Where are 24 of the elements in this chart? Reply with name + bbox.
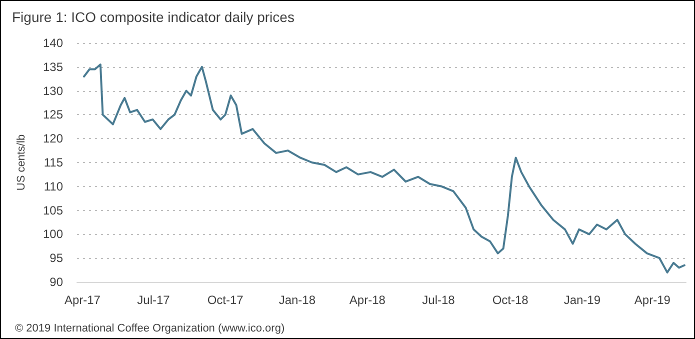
x-tick-label: Apr-17 [64, 293, 101, 307]
x-tick-label: Apr-19 [634, 293, 671, 307]
y-tick-label: 130 [42, 84, 64, 98]
x-tick-label: Oct-17 [207, 293, 244, 307]
x-tick-label: Oct-18 [492, 293, 529, 307]
x-tick-label: Jul-18 [422, 293, 456, 307]
y-tick-label: 95 [50, 251, 64, 266]
text: © 2019 International Coffee Organization (www.ico.org) [15, 322, 285, 334]
x-tick-label: Jul-17 [137, 293, 170, 307]
y-tick-label: 90 [50, 275, 64, 289]
y-tick-label: 120 [42, 132, 64, 146]
chart-title: Figure 1: ICO composite indicator daily prices [12, 9, 294, 25]
x-tick-label: Apr-18 [349, 293, 386, 307]
y-tick-label: 140 [42, 36, 64, 50]
y-tick-label: 100 [42, 227, 64, 242]
y-tick-label: 115 [44, 156, 64, 170]
x-tick-label: Jan-19 [564, 293, 601, 307]
x-tick-label: Jan-18 [278, 293, 316, 307]
y-tick-label: 105 [42, 203, 64, 218]
y-tick-label: 135 [42, 60, 64, 74]
y-tick-label: 125 [42, 108, 64, 122]
line-series [83, 64, 686, 274]
y-tick-label: 110 [44, 179, 64, 194]
y-axis-title: US cents/lb [16, 134, 28, 191]
